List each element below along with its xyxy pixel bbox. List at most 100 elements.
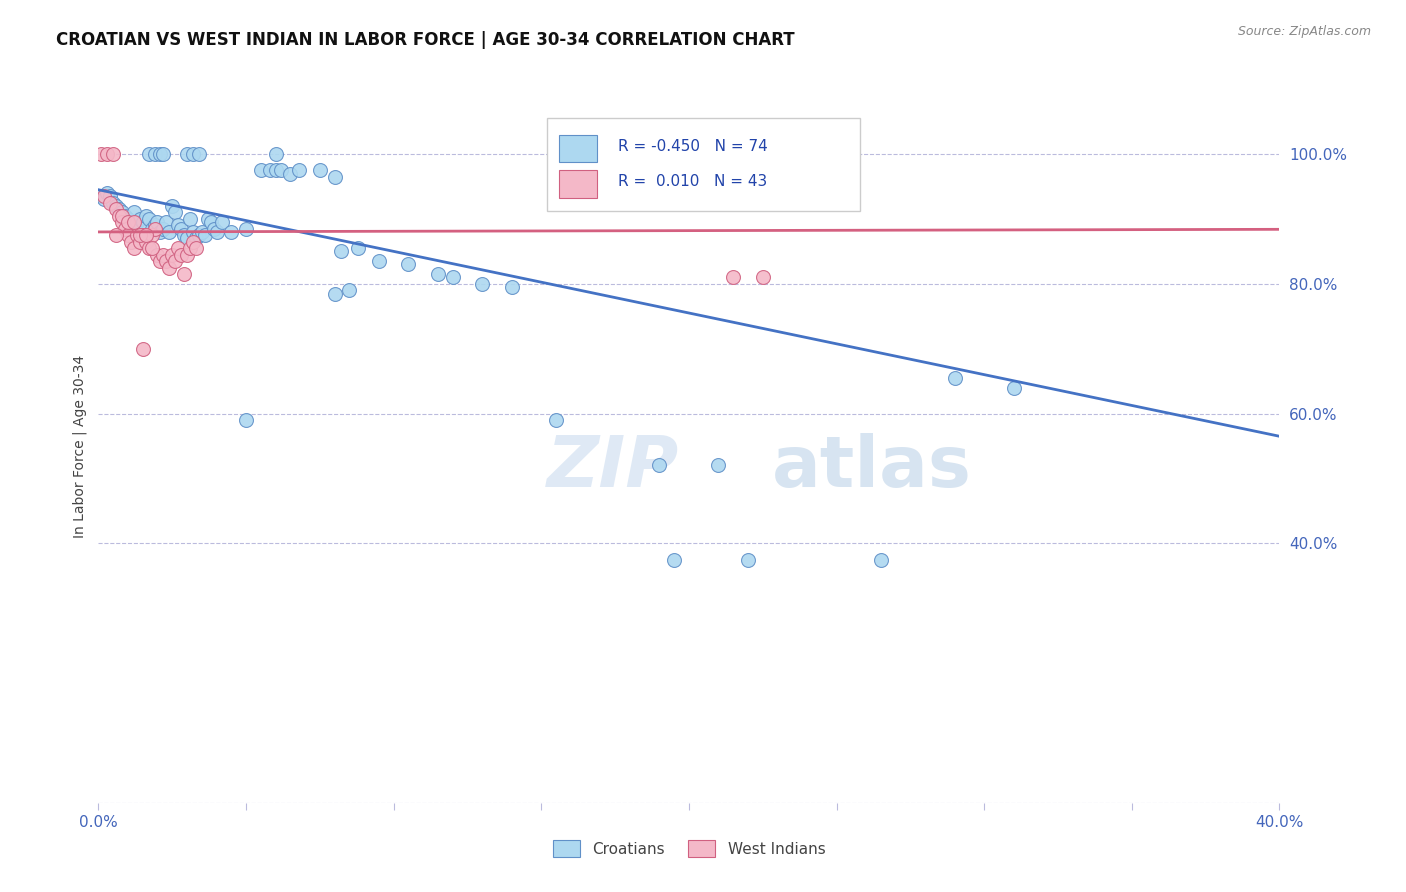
Point — [122, 205, 145, 219]
Point — [737, 552, 759, 566]
Point — [157, 225, 180, 239]
Point — [120, 235, 142, 249]
Point — [141, 241, 163, 255]
Point — [135, 235, 157, 249]
Point — [173, 228, 195, 243]
Point — [184, 231, 207, 245]
Point — [103, 195, 125, 210]
Point — [149, 147, 172, 161]
Point — [250, 163, 273, 178]
Point — [105, 228, 128, 243]
Point — [138, 211, 160, 226]
Point — [162, 247, 183, 261]
Point — [181, 225, 204, 239]
Point — [155, 215, 177, 229]
Point — [441, 270, 464, 285]
Point — [943, 371, 966, 385]
Point — [167, 219, 190, 233]
Point — [170, 221, 193, 235]
Point — [108, 202, 131, 217]
Point — [648, 458, 671, 473]
Point — [111, 205, 134, 219]
Point — [270, 163, 292, 178]
Point — [132, 228, 155, 243]
Point — [427, 267, 450, 281]
Point — [323, 286, 346, 301]
Text: R = -0.450   N = 74: R = -0.450 N = 74 — [619, 139, 768, 153]
Point — [179, 241, 201, 255]
Point — [329, 244, 352, 259]
Point — [723, 270, 745, 285]
Point — [181, 235, 204, 249]
Point — [155, 254, 177, 268]
Point — [205, 225, 228, 239]
FancyBboxPatch shape — [547, 118, 860, 211]
Point — [132, 342, 155, 356]
Point — [323, 169, 346, 184]
Text: R =  0.010   N = 43: R = 0.010 N = 43 — [619, 175, 768, 189]
Point — [184, 241, 207, 255]
Point — [105, 199, 128, 213]
Point — [117, 211, 139, 226]
Text: CROATIAN VS WEST INDIAN IN LABOR FORCE | AGE 30-34 CORRELATION CHART: CROATIAN VS WEST INDIAN IN LABOR FORCE |… — [56, 31, 794, 49]
Point — [125, 228, 148, 243]
Point — [194, 228, 217, 243]
Point — [162, 199, 183, 213]
Point — [141, 228, 163, 243]
Point — [165, 205, 187, 219]
Point — [309, 163, 332, 178]
Point — [1002, 381, 1025, 395]
Point — [176, 247, 198, 261]
Point — [235, 221, 257, 235]
Point — [149, 225, 172, 239]
Point — [135, 228, 157, 243]
Point — [128, 235, 150, 249]
Point — [108, 209, 131, 223]
Text: ZIP: ZIP — [547, 433, 679, 502]
Point — [143, 147, 166, 161]
Point — [869, 552, 891, 566]
Point — [93, 189, 115, 203]
Point — [128, 228, 150, 243]
Point — [264, 147, 287, 161]
Point — [278, 167, 302, 181]
Point — [143, 219, 166, 233]
Point — [179, 211, 201, 226]
Point — [170, 247, 193, 261]
Point — [149, 254, 172, 268]
Legend: Croatians, West Indians: Croatians, West Indians — [547, 834, 831, 863]
Point — [202, 221, 225, 235]
Point — [173, 267, 195, 281]
Y-axis label: In Labor Force | Age 30-34: In Labor Force | Age 30-34 — [73, 354, 87, 538]
Point — [191, 225, 214, 239]
Point — [146, 247, 169, 261]
Point — [176, 147, 198, 161]
Point — [105, 202, 128, 217]
Point — [368, 254, 391, 268]
Point — [707, 458, 730, 473]
Point — [111, 209, 134, 223]
Point — [264, 163, 287, 178]
Point — [117, 215, 139, 229]
Point — [96, 186, 118, 200]
Point — [143, 221, 166, 235]
Point — [471, 277, 494, 291]
Point — [114, 209, 136, 223]
Point — [122, 241, 145, 255]
Point — [219, 225, 242, 239]
Text: atlas: atlas — [772, 433, 972, 502]
Point — [211, 215, 233, 229]
Point — [103, 147, 125, 161]
Point — [347, 241, 370, 255]
Point — [128, 211, 150, 226]
Point — [120, 215, 142, 229]
Point — [135, 209, 157, 223]
Point — [132, 215, 155, 229]
Point — [167, 241, 190, 255]
Point — [546, 413, 568, 427]
Point — [396, 257, 419, 271]
Point — [141, 221, 163, 235]
Point — [288, 163, 311, 178]
Point — [259, 163, 281, 178]
Point — [165, 254, 187, 268]
